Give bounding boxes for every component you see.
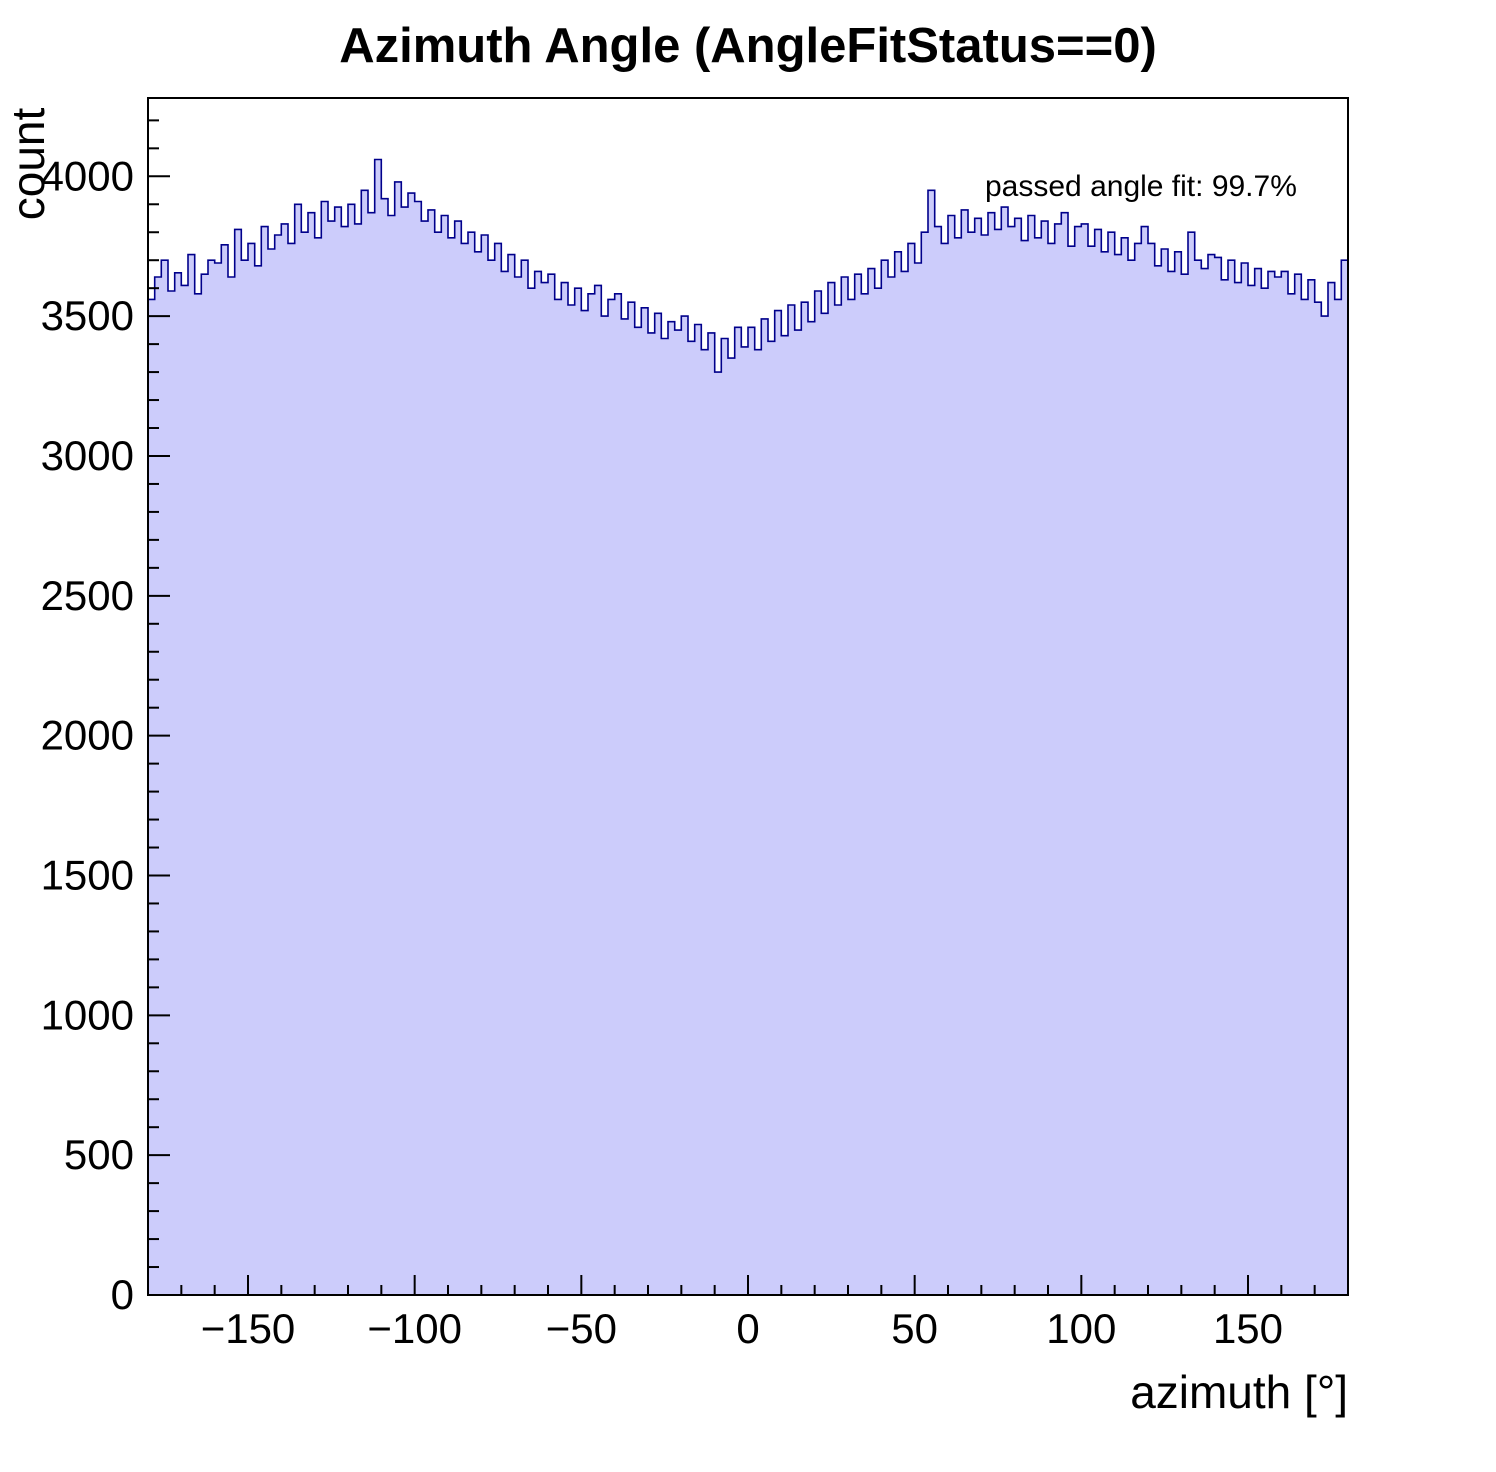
- x-tick-label: −50: [546, 1305, 617, 1352]
- x-axis-title: azimuth [°]: [1130, 1366, 1348, 1418]
- x-tick-label: 100: [1046, 1305, 1116, 1352]
- x-tick-label: 50: [891, 1305, 938, 1352]
- y-tick-label: 1500: [41, 851, 134, 898]
- x-tick-label: −150: [201, 1305, 296, 1352]
- y-tick-label: 500: [64, 1131, 134, 1178]
- y-tick-label: 0: [111, 1271, 134, 1318]
- histogram-series: [147, 158, 1349, 1296]
- passed-angle-fit-annotation: passed angle fit: 99.7%: [985, 170, 1297, 203]
- y-tick-label: 3500: [41, 292, 134, 339]
- x-tick-label: 150: [1213, 1305, 1283, 1352]
- y-axis-title: count: [2, 108, 54, 221]
- x-tick-label: 0: [736, 1305, 759, 1352]
- y-tick-label: 2000: [41, 712, 134, 759]
- plot-title: Azimuth Angle (AngleFitStatus==0): [339, 19, 1157, 73]
- y-tick-label: 2500: [41, 572, 134, 619]
- y-tick-label: 4000: [41, 152, 134, 199]
- y-tick-label: 3000: [41, 432, 134, 479]
- y-tick-label: 1000: [41, 991, 134, 1038]
- x-tick-label: −100: [367, 1305, 462, 1352]
